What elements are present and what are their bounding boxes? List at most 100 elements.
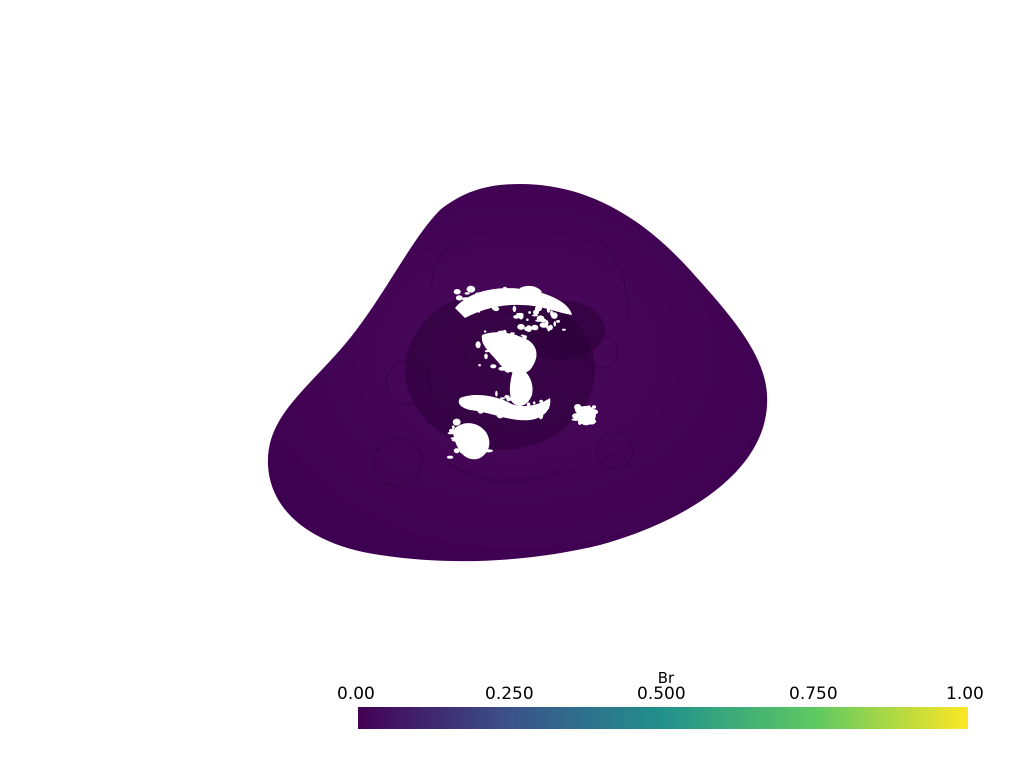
hole-speckle [538, 412, 544, 420]
hole-speckle [446, 455, 454, 459]
colorbar-tick-label: 0.750 [789, 684, 838, 704]
hole-speckle [497, 299, 501, 304]
hole-speckle [591, 405, 597, 409]
hole-speckle [470, 424, 478, 431]
hole-speckle [485, 339, 488, 345]
hole-speckle [475, 292, 483, 296]
colorbar-tick-label: 0.500 [637, 684, 686, 704]
hole-speckle [486, 404, 493, 407]
hole-speckle [496, 411, 504, 419]
hole-speckle [451, 425, 455, 430]
hole-speckle [534, 326, 539, 330]
hole-speckle [506, 295, 510, 303]
hole-speckle [478, 309, 480, 313]
hole-speckle [517, 323, 525, 330]
hole-speckle [500, 397, 505, 400]
hole-speckle [475, 303, 484, 310]
colorbar-title: Br [657, 669, 675, 687]
hole-speckle [484, 449, 493, 453]
hole-speckle [525, 325, 532, 332]
colorbar-tick-label: 1.00 [946, 684, 984, 704]
hole-speckle [467, 403, 473, 406]
hole-speckle [513, 315, 520, 319]
hole-speckle [469, 454, 473, 458]
hole-speckle [484, 350, 490, 353]
hole-speckle [484, 353, 488, 360]
hole-speckle [466, 438, 469, 445]
hole-speckle [578, 407, 586, 411]
hole-speckle [582, 412, 587, 416]
hole-speckle [493, 306, 500, 312]
colorbar-tick-label: 0.250 [485, 684, 534, 704]
hole-speckle [562, 328, 566, 331]
hole-speckle [531, 314, 539, 317]
hole-speckle [580, 412, 583, 418]
hole-speckle [490, 364, 497, 369]
hole-speckles [446, 285, 599, 459]
hole-speckle [550, 310, 554, 317]
hole-speckle [510, 347, 519, 353]
hole-speckle [461, 297, 471, 301]
hole-speckle [479, 444, 483, 450]
hole-speckle [579, 421, 582, 425]
hole-speckle [588, 416, 596, 422]
hole-speckle [467, 310, 473, 314]
hole-speckle [478, 364, 481, 367]
hole-speckle [553, 321, 557, 327]
hole-speckle [495, 390, 498, 397]
hole-speckle [539, 322, 548, 328]
hole-speckle [503, 361, 512, 365]
hole-speckle [511, 334, 518, 338]
hole-speckle [489, 299, 497, 303]
hole-speckle [471, 398, 477, 405]
hole-speckle [453, 431, 456, 436]
hole-speckle [462, 442, 466, 447]
hole-speckle [510, 332, 515, 335]
hole-speckle [503, 412, 509, 415]
hole-speckle [539, 399, 543, 403]
hole-speckle [502, 286, 507, 291]
hole-speckle [547, 325, 551, 332]
hole-speckle [455, 295, 463, 301]
colorbar-gradient [358, 707, 968, 729]
hole-speckle [583, 407, 592, 412]
hole-speckle [483, 443, 488, 450]
hole-speckle [544, 405, 550, 410]
hole-speckle [510, 398, 516, 402]
hole-speckle [512, 289, 519, 294]
hole-speckle [518, 312, 524, 320]
hole-speckle [453, 448, 460, 454]
hole-speckle [533, 408, 539, 414]
hole-speckle [464, 292, 470, 295]
hole-speckle [504, 395, 510, 399]
hole-speckle [501, 354, 509, 362]
hole-speckle [510, 342, 518, 349]
hole-speckle [571, 418, 581, 421]
hole-speckle [450, 437, 458, 440]
hole-speckle [531, 348, 534, 353]
hole-speckle [518, 393, 521, 398]
hole-speckle [532, 401, 536, 405]
hole-speckle [589, 409, 599, 415]
hole-speckle [464, 430, 467, 435]
hole-speckle [528, 311, 531, 314]
hole-speckle [536, 315, 545, 322]
hole-speckle [477, 431, 481, 436]
hole-speckle [538, 293, 544, 298]
hole-speckle [452, 418, 461, 426]
hole-speckle [517, 400, 521, 404]
hole-speckle [453, 289, 461, 295]
hole-speckle [472, 434, 478, 441]
hole-speckle [526, 318, 529, 322]
hole-speckle [482, 433, 488, 440]
hole-speckle [475, 341, 481, 349]
hole-speckle [459, 449, 466, 454]
hole-speckle [477, 407, 484, 414]
hole-speckle [512, 305, 517, 312]
hole-speckle [502, 293, 506, 299]
hole-speckle [457, 433, 467, 439]
hole-speckle [514, 407, 520, 411]
hole-speckle [483, 330, 487, 333]
